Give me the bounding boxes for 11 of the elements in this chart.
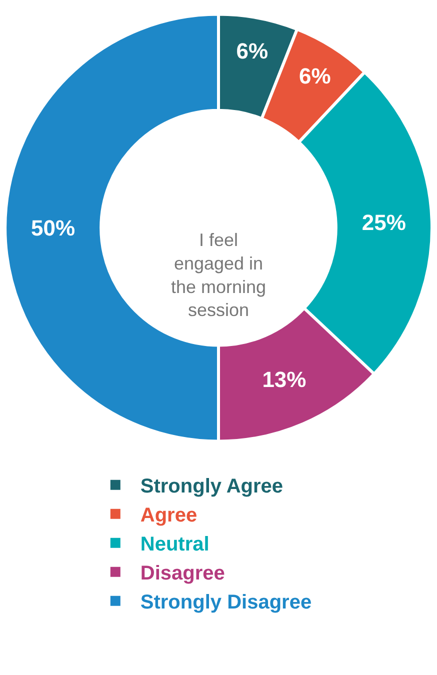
data-label: 50% (31, 215, 76, 240)
data-label: 6% (236, 38, 268, 64)
legend-label: Disagree (140, 562, 225, 585)
legend-label: Neutral (140, 534, 210, 556)
data-label: 13% (262, 367, 306, 392)
legend-label: Strongly Agree (140, 476, 284, 498)
text: I feel engaged in the morning session (171, 230, 266, 320)
legend-label: Strongly Disagree (140, 592, 312, 614)
legend-label: Agree (140, 504, 198, 527)
data-label: 6% (298, 63, 331, 88)
data-label: 25% (362, 210, 406, 236)
